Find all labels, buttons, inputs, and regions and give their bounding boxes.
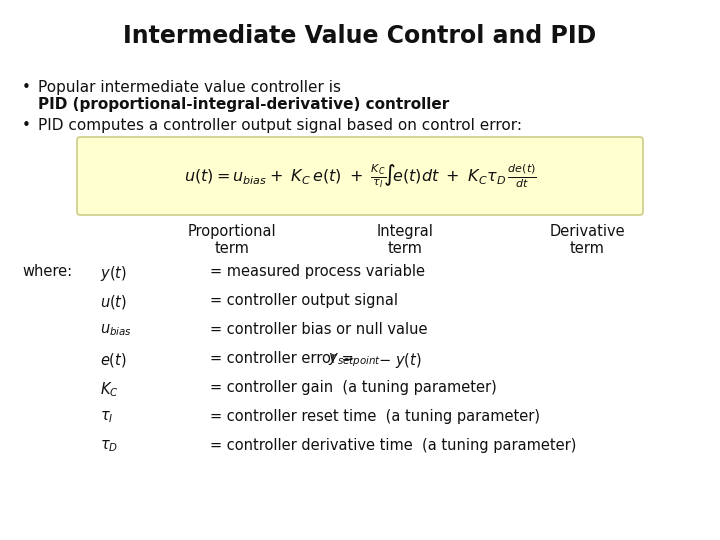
Text: Popular intermediate value controller is: Popular intermediate value controller is <box>38 80 341 95</box>
FancyBboxPatch shape <box>77 137 643 215</box>
Text: = controller output signal: = controller output signal <box>210 293 398 308</box>
Text: = controller derivative time  (a tuning parameter): = controller derivative time (a tuning p… <box>210 438 577 453</box>
Text: = controller reset time  (a tuning parameter): = controller reset time (a tuning parame… <box>210 409 540 424</box>
Text: PID (proportional-integral-derivative) controller: PID (proportional-integral-derivative) c… <box>38 97 449 112</box>
Text: Integral
term: Integral term <box>377 224 433 256</box>
Text: where:: where: <box>22 264 72 279</box>
Text: $e(t)$: $e(t)$ <box>100 351 127 369</box>
Text: $K_C$: $K_C$ <box>100 380 119 399</box>
Text: = controller error =: = controller error = <box>210 351 359 366</box>
Text: $y_{setpoint}$: $y_{setpoint}$ <box>328 351 381 369</box>
Text: •: • <box>22 80 31 95</box>
Text: $y(t)$: $y(t)$ <box>100 264 127 283</box>
Text: Derivative
term: Derivative term <box>549 224 625 256</box>
Text: PID computes a controller output signal based on control error:: PID computes a controller output signal … <box>38 118 522 133</box>
Text: $-\ y(t)$: $-\ y(t)$ <box>378 351 421 370</box>
Text: $u(t)$: $u(t)$ <box>100 293 127 311</box>
Text: = measured process variable: = measured process variable <box>210 264 425 279</box>
Text: $u_{bias}$: $u_{bias}$ <box>100 322 132 338</box>
Text: $\tau_I$: $\tau_I$ <box>100 409 114 424</box>
Text: •: • <box>22 118 31 133</box>
Text: = controller bias or null value: = controller bias or null value <box>210 322 428 337</box>
Text: Proportional
term: Proportional term <box>188 224 276 256</box>
Text: = controller gain  (a tuning parameter): = controller gain (a tuning parameter) <box>210 380 497 395</box>
Text: Intermediate Value Control and PID: Intermediate Value Control and PID <box>123 24 597 48</box>
Text: $u(t) = u_{bias} + \ K_C\,e(t) \ + \ \frac{K_C}{\tau_I}\!\int\! e(t)dt \ + \ K_C: $u(t) = u_{bias} + \ K_C\,e(t) \ + \ \fr… <box>184 162 536 190</box>
Text: $\tau_D$: $\tau_D$ <box>100 438 118 454</box>
